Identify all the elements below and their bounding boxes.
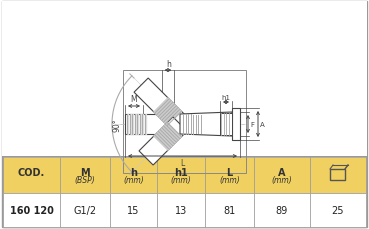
Polygon shape — [180, 112, 232, 136]
Bar — [2, 2, 367, 156]
Polygon shape — [154, 98, 169, 114]
Bar — [3, 156, 366, 227]
Bar — [254, 193, 310, 227]
Bar — [157, 157, 205, 193]
Text: 81: 81 — [223, 205, 236, 215]
Polygon shape — [139, 114, 141, 134]
Polygon shape — [166, 111, 182, 126]
Bar — [125, 114, 180, 134]
Bar — [310, 193, 366, 227]
Polygon shape — [163, 107, 178, 122]
Bar — [60, 193, 110, 227]
Polygon shape — [157, 132, 173, 147]
Polygon shape — [166, 123, 182, 138]
Polygon shape — [154, 135, 169, 150]
Text: 89: 89 — [276, 205, 288, 215]
Bar — [123, 71, 246, 173]
Text: 90°: 90° — [113, 118, 121, 131]
Text: M: M — [131, 95, 137, 104]
Text: h1: h1 — [174, 167, 188, 177]
Text: M: M — [80, 167, 90, 177]
Polygon shape — [132, 114, 133, 134]
Text: (mm): (mm) — [219, 176, 240, 185]
Polygon shape — [163, 127, 178, 142]
Polygon shape — [156, 134, 171, 149]
Polygon shape — [130, 114, 131, 134]
Polygon shape — [137, 114, 138, 134]
Bar — [205, 193, 254, 227]
Bar — [254, 157, 310, 193]
Bar — [3, 193, 60, 227]
Text: COD.: COD. — [18, 167, 45, 177]
Polygon shape — [134, 114, 136, 134]
Polygon shape — [161, 128, 176, 143]
Text: 160 120: 160 120 — [10, 205, 54, 215]
Text: 13: 13 — [175, 205, 187, 215]
Text: h: h — [166, 60, 172, 69]
Text: F: F — [250, 121, 254, 128]
Polygon shape — [159, 104, 174, 119]
Polygon shape — [161, 105, 176, 121]
Bar — [157, 193, 205, 227]
Polygon shape — [127, 114, 128, 134]
Text: 25: 25 — [332, 205, 344, 215]
Text: h: h — [130, 167, 137, 177]
Bar — [330, 169, 345, 180]
Text: 15: 15 — [127, 205, 140, 215]
Text: G1/2: G1/2 — [73, 205, 97, 215]
Polygon shape — [165, 125, 180, 140]
Text: A: A — [260, 121, 265, 128]
Bar — [3, 157, 60, 193]
Bar — [205, 157, 254, 193]
Text: h1: h1 — [221, 95, 231, 101]
Text: A: A — [278, 167, 286, 177]
Bar — [232, 109, 240, 140]
Polygon shape — [156, 100, 171, 115]
Polygon shape — [139, 117, 187, 165]
Text: (BSP): (BSP) — [75, 176, 95, 185]
Bar — [110, 193, 157, 227]
Bar — [60, 157, 110, 193]
Polygon shape — [142, 114, 143, 134]
Polygon shape — [145, 114, 146, 134]
Polygon shape — [134, 79, 187, 131]
Bar — [220, 114, 232, 135]
Text: L: L — [226, 167, 232, 177]
Polygon shape — [165, 109, 180, 124]
Text: (mm): (mm) — [272, 176, 292, 185]
Bar — [310, 157, 366, 193]
Text: (mm): (mm) — [170, 176, 192, 185]
Polygon shape — [159, 130, 174, 145]
Bar — [110, 157, 157, 193]
Text: L: L — [180, 158, 184, 167]
Text: (mm): (mm) — [123, 176, 144, 185]
Polygon shape — [157, 102, 173, 117]
